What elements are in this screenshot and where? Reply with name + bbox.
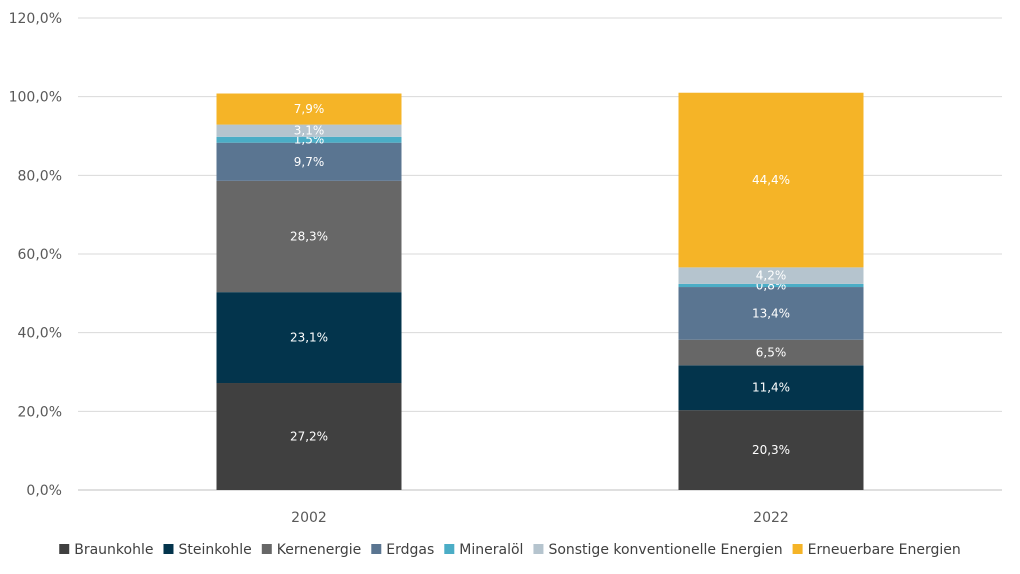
data-label: 28,3%	[290, 229, 328, 243]
bar-segment	[678, 410, 864, 490]
legend-item: Braunkohle	[59, 542, 153, 558]
bar-segment	[216, 383, 402, 490]
bar-segment	[216, 142, 402, 181]
legend-swatch	[444, 544, 455, 554]
legend-swatch	[792, 544, 803, 554]
data-label: 27,2%	[290, 430, 328, 444]
legend-label: Sonstige konventionelle Energien	[548, 542, 782, 558]
data-label: 7,9%	[294, 102, 325, 116]
bar-segment	[216, 180, 402, 293]
data-label: 44,4%	[752, 173, 790, 187]
legend-label: Erdgas	[386, 542, 434, 558]
y-tick-label: 100,0%	[9, 90, 62, 106]
legend-label: Braunkohle	[74, 542, 153, 558]
bar-segment	[216, 136, 402, 143]
bars: 27,2%23,1%28,3%9,7%1,5%3,1%7,9%20,3%11,4…	[216, 92, 864, 490]
bar-segment	[678, 283, 864, 288]
legend-label: Mineralöl	[459, 542, 523, 558]
bar-segment	[678, 365, 864, 411]
legend-item: Mineralöl	[444, 542, 523, 558]
bar-segment	[678, 92, 864, 268]
data-label: 3,1%	[294, 124, 325, 138]
data-label: 13,4%	[752, 306, 790, 320]
legend-label: Kernenergie	[277, 542, 361, 558]
y-axis-tick-labels: 0,0% 20,0% 40,0% 60,0% 80,0% 100,0% 120,0%	[9, 11, 62, 499]
legend-label: Erneuerbare Energien	[808, 542, 961, 558]
legend-label: Steinkohle	[178, 542, 251, 558]
legend-swatch	[371, 544, 382, 554]
legend-item: Erdgas	[371, 542, 434, 558]
y-tick-label: 20,0%	[18, 404, 62, 420]
y-tick-label: 60,0%	[18, 247, 62, 263]
bar-segment	[678, 339, 864, 366]
legend-swatch	[261, 544, 272, 554]
y-tick-label: 40,0%	[18, 326, 62, 342]
data-label: 6,5%	[756, 346, 787, 360]
data-label: 9,7%	[294, 155, 325, 169]
bar-segment	[678, 267, 864, 284]
legend: Braunkohle Steinkohle Kernenergie Erdgas Min…	[59, 542, 961, 558]
data-label: 11,4%	[752, 381, 790, 395]
data-label: 23,1%	[290, 331, 328, 345]
bar-segment	[216, 93, 402, 125]
x-tick-label: 2022	[753, 510, 789, 526]
bar-segment	[216, 124, 402, 137]
legend-swatch	[163, 544, 174, 554]
legend-item: Steinkohle	[163, 542, 252, 558]
data-label: 4,2%	[756, 269, 787, 283]
bar-segment	[678, 287, 864, 340]
y-tick-label: 120,0%	[9, 11, 62, 27]
x-axis-tick-labels: 2002 2022	[291, 510, 789, 526]
y-tick-label: 0,0%	[26, 483, 62, 499]
legend-item: Sonstige konventionelle Energien	[533, 542, 783, 558]
legend-item: Kernenergie	[261, 542, 361, 558]
bar-segment	[216, 292, 402, 384]
legend-item: Erneuerbare Energien	[792, 542, 961, 558]
x-tick-label: 2002	[291, 510, 327, 526]
data-label: 20,3%	[752, 443, 790, 457]
y-tick-label: 80,0%	[18, 168, 62, 184]
legend-swatch	[533, 544, 544, 554]
legend-swatch	[59, 544, 70, 554]
